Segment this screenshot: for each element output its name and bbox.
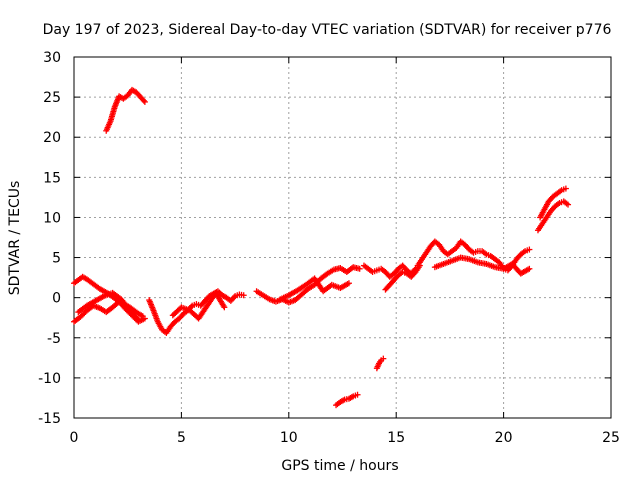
x-tick-label: 15 (387, 430, 405, 446)
data-series (333, 391, 361, 409)
data-point (345, 280, 352, 287)
data-point (240, 292, 247, 299)
chart-title: Day 197 of 2023, Sidereal Day-to-day VTE… (43, 22, 612, 38)
y-tick-label: 0 (52, 291, 61, 307)
data-series (169, 289, 228, 322)
data-series (277, 275, 352, 303)
y-tick-label: 10 (43, 210, 61, 226)
data-point (565, 201, 572, 208)
data-series (103, 86, 148, 134)
data-point (141, 315, 148, 322)
data-series (534, 198, 572, 234)
y-tick-label: 20 (43, 130, 61, 146)
data-point (562, 185, 569, 192)
x-axis-label: GPS time / hours (281, 458, 398, 474)
y-tick-label: 25 (43, 90, 61, 106)
data-point (231, 294, 238, 301)
y-tick-label: -10 (38, 371, 61, 387)
data-point (141, 98, 148, 105)
y-axis-label: SDTVAR / TECUs (7, 181, 23, 296)
data-series (146, 288, 247, 336)
data-point (221, 304, 228, 311)
data-series (537, 185, 569, 221)
data-point (356, 265, 363, 272)
data-series (431, 254, 533, 277)
grid-lines (74, 57, 611, 418)
y-tick-label: 5 (52, 251, 61, 267)
data-marks (71, 86, 572, 409)
data-point (354, 391, 361, 398)
data-series (360, 262, 419, 280)
y-tick-label: -5 (47, 331, 61, 347)
x-tick-label: 10 (280, 430, 298, 446)
data-point (380, 355, 387, 362)
x-tick-label: 25 (602, 430, 620, 446)
data-point (526, 265, 533, 272)
y-tick-label: 30 (43, 50, 61, 66)
plot-frame (73, 56, 612, 419)
x-tick-label: 5 (177, 430, 186, 446)
x-tick-label: 0 (70, 430, 79, 446)
data-series (75, 289, 142, 324)
data-point (135, 317, 142, 324)
data-point (526, 246, 533, 253)
data-point (140, 97, 147, 104)
axis-ticks: 0 5 10 15 20 25 -15 -10 -5 0 5 10 15 20 25 30 (38, 50, 620, 446)
y-tick-label: -15 (38, 411, 61, 427)
y-tick-label: 15 (43, 170, 61, 186)
data-series (414, 238, 533, 274)
data-point (134, 315, 141, 322)
data-series (373, 355, 387, 372)
x-tick-label: 20 (495, 430, 513, 446)
